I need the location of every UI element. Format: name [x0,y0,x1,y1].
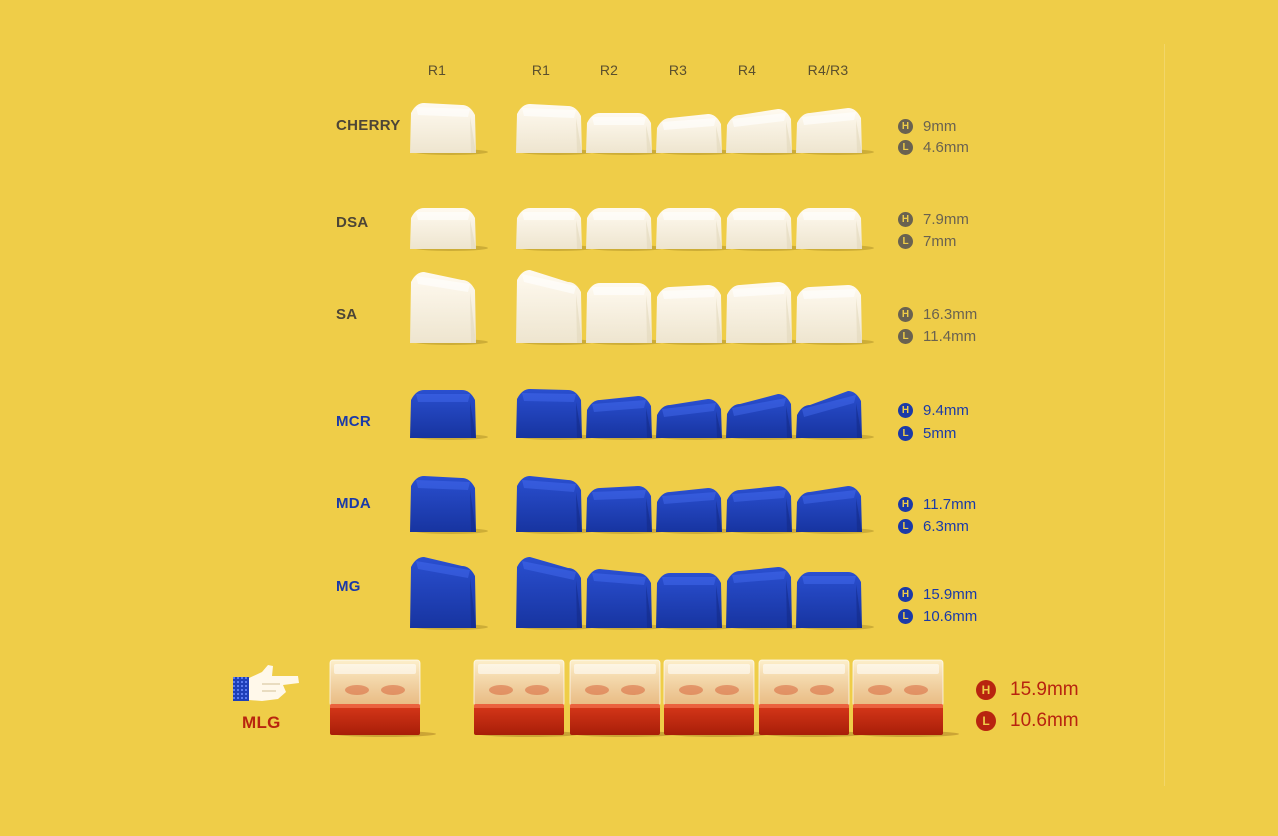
pixel-pointing-hand-icon [233,665,299,701]
length-badge-icon: L [898,139,913,155]
keycap-mg-2 [516,557,594,630]
height-badge-icon: H [976,680,996,700]
keycap-mg-5 [726,567,804,630]
keycap-sa-2 [516,270,594,345]
height-badge-icon: H [898,211,913,227]
column-header-r3: R3 [668,62,688,78]
spec-length-mda: L 6.3mm [898,516,969,536]
height-badge-icon: H [898,118,913,134]
height-badge-icon: H [898,402,913,418]
keycap-mg-6 [796,572,874,630]
height-badge-icon: H [898,586,913,602]
keycap-cherry-4 [656,114,734,155]
keycap-sa-6 [796,285,874,345]
keycap-mlg-2 [473,659,580,737]
keycap-mg-1 [410,557,488,630]
length-badge-icon: L [976,711,996,731]
spec-height-cherry: H 9mm [898,116,956,136]
profile-label-cherry: CHERRY [336,117,401,134]
profile-label-mg: MG [336,578,361,595]
profile-label-mlg: MLG [242,713,281,732]
keycap-dsa-4 [656,208,734,251]
keycap-mcr-5 [726,394,804,440]
keycap-mcr-3 [586,396,664,440]
keycap-cherry-3 [586,113,664,155]
keycap-mda-1 [410,476,488,534]
keycap-cherry-6 [796,108,874,155]
keycap-mda-4 [656,488,734,534]
spec-length-sa: L 11.4mm [898,326,976,346]
keycap-mcr-6 [796,391,874,440]
column-header-r4: R4 [737,62,757,78]
keycap-mcr-4 [656,399,734,440]
keycap-mg-3 [586,569,664,630]
keycap-dsa-1 [410,208,488,251]
keycap-mcr-1 [410,390,488,440]
keycap-mda-2 [516,476,594,534]
spec-height-mlg: H 15.9mm [976,678,1079,702]
keycap-mlg-5 [758,659,865,737]
keycap-mg-4 [656,573,734,630]
keycap-mlg-1 [329,659,436,737]
keycap-mlg-4 [663,659,770,737]
length-badge-icon: L [898,425,913,441]
keycap-cherry-1 [410,103,488,155]
keycap-cherry-5 [726,109,804,155]
profile-label-mda: MDA [336,495,372,512]
column-header-r2: R2 [599,62,619,78]
spec-height-mcr: H 9.4mm [898,400,969,420]
keycap-cherry-2 [516,104,594,155]
column-header-r4-r3: R4/R3 [807,62,849,78]
keycap-dsa-6 [796,208,874,251]
keycap-dsa-3 [586,208,664,251]
profile-label-mcr: MCR [336,413,372,430]
profile-label-dsa: DSA [336,214,369,231]
keycap-sa-1 [410,272,488,345]
spec-length-cherry: L 4.6mm [898,137,969,157]
length-badge-icon: L [898,608,913,624]
keycap-sa-4 [656,285,734,345]
right-guide-line [1164,44,1165,786]
profile-label-sa: SA [336,306,358,323]
spec-height-mda: H 11.7mm [898,494,976,514]
keycap-sa-3 [586,283,664,345]
spec-length-mlg: L 10.6mm [976,709,1079,733]
keycap-dsa-5 [726,208,804,251]
length-badge-icon: L [898,518,913,534]
spec-length-mcr: L 5mm [898,423,956,443]
keycap-mcr-2 [516,389,594,440]
spec-length-dsa: L 7mm [898,231,956,251]
keycap-mda-6 [796,486,874,534]
column-header-r1-single: R1 [427,62,447,78]
height-badge-icon: H [898,306,913,322]
spec-height-dsa: H 7.9mm [898,209,969,229]
keycap-mlg-3 [569,659,676,737]
keycap-mda-5 [726,486,804,534]
length-badge-icon: L [898,328,913,344]
spec-height-mg: H 15.9mm [898,584,977,604]
spec-length-mg: L 10.6mm [898,606,977,626]
keycap-mlg-6 [852,659,959,737]
keycap-sa-5 [726,282,804,345]
keycap-dsa-2 [516,208,594,251]
keycap-mda-3 [586,486,664,534]
column-header-r1: R1 [531,62,551,78]
spec-height-sa: H 16.3mm [898,304,977,324]
length-badge-icon: L [898,233,913,249]
height-badge-icon: H [898,496,913,512]
